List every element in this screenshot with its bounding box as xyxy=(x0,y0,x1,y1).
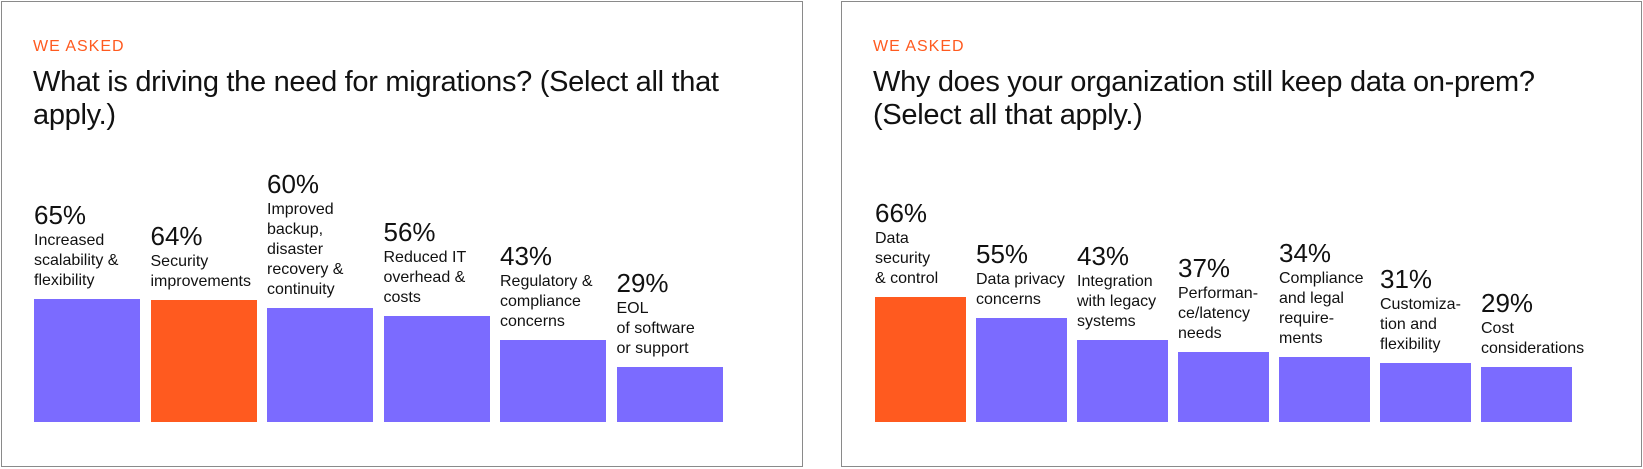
category-label: Performan- ce/latency needs xyxy=(1178,284,1259,342)
chart-title: Why does your organization still keep da… xyxy=(873,66,1535,131)
eyebrow-label: WE ASKED xyxy=(873,38,965,55)
value-label: 37% xyxy=(1178,252,1231,283)
value-label: 56% xyxy=(383,216,436,247)
category-label: Cost considerations xyxy=(1481,319,1585,357)
bar xyxy=(976,317,1067,422)
category-label: Increased scalability & flexibility xyxy=(34,231,119,289)
category-label: Customiza- tion and flexibility xyxy=(1380,296,1461,354)
bar xyxy=(383,315,490,422)
value-label: 34% xyxy=(1279,238,1332,269)
category-label: EOL of software or support xyxy=(616,299,695,357)
category-label: Integration with legacy systems xyxy=(1077,273,1157,331)
chart-panel-on-prem: WE ASKED Why does your organization stil… xyxy=(841,1,1642,467)
value-label: 65% xyxy=(34,199,87,230)
bar xyxy=(1380,363,1471,422)
category-label: Compliance and legal require- ments xyxy=(1279,270,1364,348)
category-label: Data security & control xyxy=(875,229,939,287)
value-label: 60% xyxy=(267,169,320,199)
value-label: 29% xyxy=(616,267,669,298)
bar xyxy=(500,340,606,422)
value-label: 64% xyxy=(150,221,203,252)
bar xyxy=(1178,351,1269,422)
value-label: 66% xyxy=(875,197,928,228)
chart-title: What is driving the need for migrations?… xyxy=(33,66,719,131)
bar xyxy=(150,300,257,422)
value-label: 43% xyxy=(1077,241,1130,272)
bar xyxy=(1481,366,1572,422)
value-label: 29% xyxy=(1481,287,1534,318)
category-label: Security improvements xyxy=(150,253,251,291)
bar xyxy=(34,298,140,422)
value-label: 43% xyxy=(500,241,553,272)
bar xyxy=(1077,340,1168,422)
value-label: 55% xyxy=(976,238,1029,269)
category-label: Improved backup, disaster recovery & con… xyxy=(267,201,344,298)
category-label: Regulatory & compliance concerns xyxy=(500,273,593,331)
bar xyxy=(875,296,966,422)
bar xyxy=(616,366,723,422)
value-label: 31% xyxy=(1380,264,1433,295)
chart-panel-migrations: WE ASKED What is driving the need for mi… xyxy=(1,1,803,467)
bar xyxy=(1279,357,1370,422)
category-label: Reduced IT overhead & costs xyxy=(383,248,467,306)
bar xyxy=(267,308,373,422)
category-label: Data privacy concerns xyxy=(976,270,1065,308)
eyebrow-label: WE ASKED xyxy=(33,38,125,55)
